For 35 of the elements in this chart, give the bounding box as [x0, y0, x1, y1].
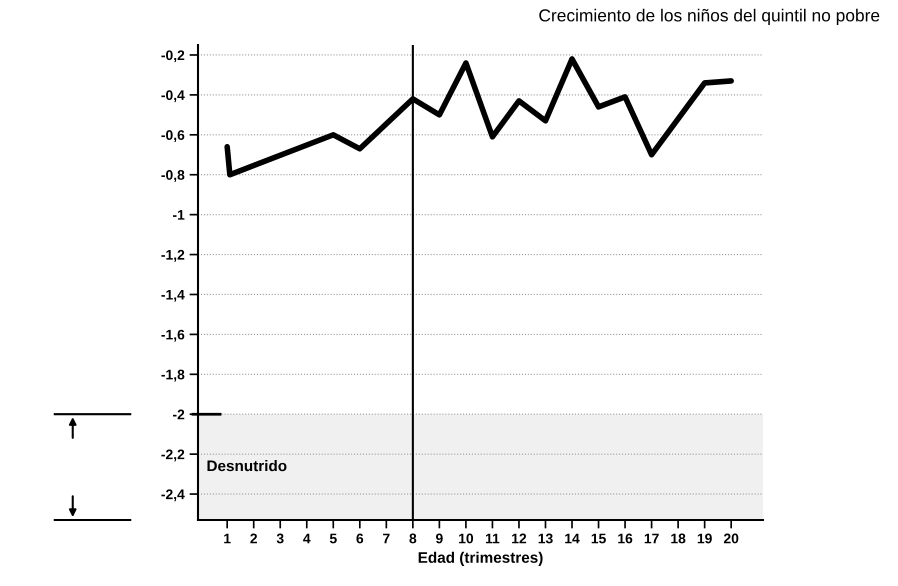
- x-tick-label: 10: [459, 534, 474, 544]
- x-tick-label: 8: [409, 534, 416, 544]
- chart-title: Crecimiento de los niños del quintil no pobre: [539, 8, 880, 25]
- band-label: Desnutrido: [207, 460, 287, 472]
- x-tick-label: 9: [436, 534, 443, 544]
- x-tick-label: 16: [618, 534, 632, 544]
- y-tick-label: -1,6: [161, 330, 184, 342]
- x-tick-label: 3: [276, 534, 284, 544]
- x-tick-label: 4: [303, 534, 311, 544]
- y-tick-label: -0,8: [161, 170, 184, 182]
- x-tick-label: 1: [224, 534, 231, 544]
- x-tick-label: 6: [356, 534, 364, 544]
- x-tick-label: 13: [538, 534, 553, 544]
- x-tick-label: 17: [644, 534, 659, 544]
- y-tick-label: -2: [173, 410, 184, 420]
- x-tick-label: 20: [724, 534, 738, 544]
- y-tick-label: -1,2: [161, 250, 184, 262]
- x-tick-label: 14: [565, 534, 580, 544]
- x-tick-label: 18: [671, 534, 686, 544]
- y-tick-label: -1,8: [161, 370, 184, 382]
- x-tick-label: 7: [383, 534, 390, 544]
- y-tick-label: -2,4: [161, 489, 185, 502]
- y-tick-label: -2,2: [161, 449, 184, 462]
- y-tick-label: -0,2: [161, 50, 184, 62]
- x-tick-label: 12: [512, 534, 526, 544]
- y-tick-label: -1,4: [161, 290, 185, 302]
- y-tick-label: -0,4: [161, 90, 185, 102]
- x-tick-label: 15: [592, 534, 606, 544]
- x-tick-label: 2: [250, 534, 258, 544]
- x-axis-title: Edad (trimestres): [418, 552, 543, 566]
- x-tick-label: 11: [486, 534, 500, 544]
- x-tick-label: 19: [698, 534, 712, 544]
- y-tick-label: -1: [173, 210, 184, 220]
- x-tick-label: 5: [330, 534, 337, 544]
- y-tick-label: -0,6: [161, 130, 184, 142]
